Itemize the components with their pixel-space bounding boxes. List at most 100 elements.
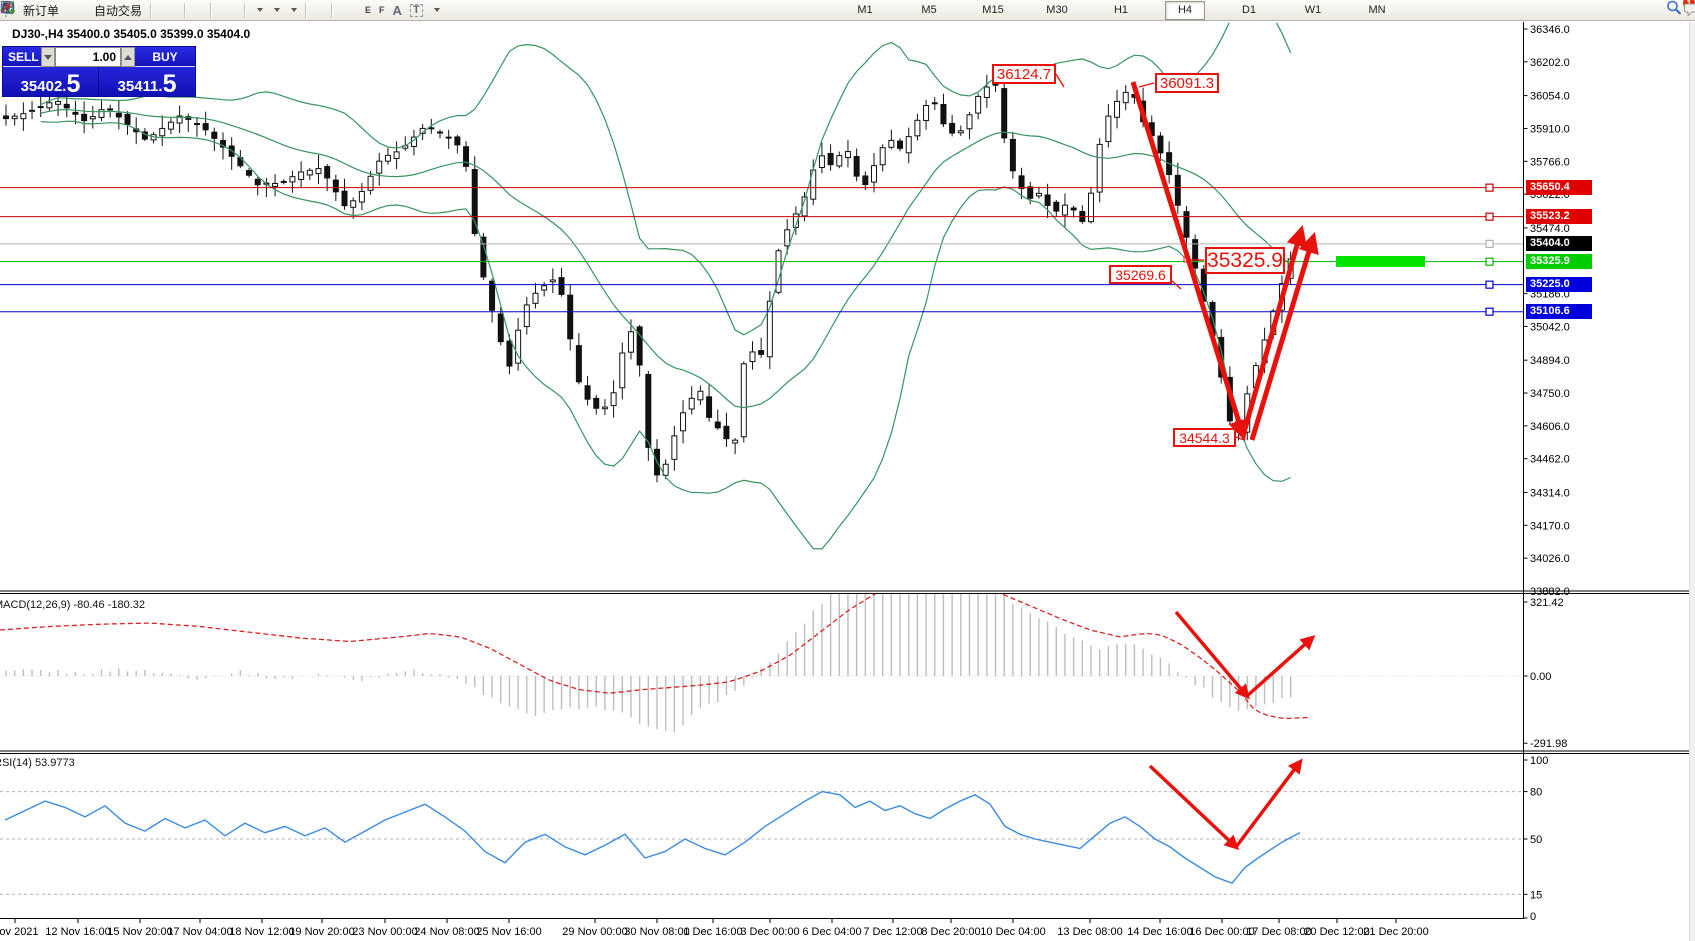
indicators-button[interactable] xyxy=(0,1,300,20)
svg-text:21 Dec 20:00: 21 Dec 20:00 xyxy=(1363,926,1428,938)
svg-text:34894.0: 34894.0 xyxy=(1530,355,1570,367)
zoom-in-button[interactable] xyxy=(1,1,197,20)
buy-button[interactable]: BUY xyxy=(135,47,195,67)
toolbar-separator xyxy=(184,2,187,18)
svg-text:17 Nov 04:00: 17 Nov 04:00 xyxy=(167,926,232,938)
price-tag-35325.9: 35325.9 xyxy=(1526,254,1592,270)
timeframe-m15[interactable]: M15 xyxy=(982,4,1004,16)
chart-shift-button[interactable] xyxy=(0,1,239,20)
price-tag-35225.0: 35225.0 xyxy=(1526,277,1592,293)
svg-text:100: 100 xyxy=(1530,755,1548,767)
signal-button[interactable] xyxy=(1,1,86,20)
volume-increase-button[interactable] xyxy=(121,47,135,67)
search-icon xyxy=(1667,0,1682,15)
tile-windows-button[interactable] xyxy=(0,1,223,20)
fibonacci-glyph: F xyxy=(379,4,385,15)
annotation-drawings[interactable] xyxy=(1055,73,1425,851)
volume-decrease-button[interactable] xyxy=(41,47,55,67)
price-annotation-36091.3[interactable]: 36091.3 xyxy=(1155,73,1219,93)
svg-text:0.00: 0.00 xyxy=(1530,671,1551,683)
shapes-arrow-icon xyxy=(1,3,11,13)
dropdown-caret-icon xyxy=(257,8,264,12)
timeframe-mn[interactable]: MN xyxy=(1368,4,1386,16)
hline-tool-button[interactable] xyxy=(0,1,352,20)
toolbar-right: 1 xyxy=(1666,0,1695,21)
chat-bubble-icon xyxy=(1684,3,1695,17)
zoom-out-button[interactable] xyxy=(1,1,205,20)
volume-input[interactable] xyxy=(55,47,121,67)
bar-chart-button[interactable] xyxy=(1,1,163,20)
horizontal-level-lines[interactable] xyxy=(0,183,1523,316)
period-clock-button[interactable] xyxy=(1,1,283,20)
macd-label: MACD(12,26,9) -80.46 -180.32 xyxy=(0,599,146,611)
auto-scroll-button[interactable] xyxy=(0,1,231,20)
svg-text:29 Nov 00:00: 29 Nov 00:00 xyxy=(562,926,627,938)
svg-text:36346.0: 36346.0 xyxy=(1530,24,1570,36)
one-click-trading-panel: SELL BUY 35402.5 35411.5 xyxy=(2,46,196,97)
line-chart-button[interactable] xyxy=(0,1,179,20)
timeframe-d1[interactable]: D1 xyxy=(1241,4,1257,16)
equidistant-channel-icon xyxy=(0,1,14,14)
svg-text:36202.0: 36202.0 xyxy=(1530,57,1570,69)
svg-text:15 Nov 20:00: 15 Nov 20:00 xyxy=(107,926,172,938)
svg-text:30 Nov 08:00: 30 Nov 08:00 xyxy=(624,926,689,938)
price-annotation-34544.3[interactable]: 34544.3 xyxy=(1173,428,1236,447)
terminal-button[interactable] xyxy=(1,1,78,20)
channel-glyph: E xyxy=(365,4,372,15)
svg-text:14 Dec 16:00: 14 Dec 16:00 xyxy=(1127,926,1192,938)
svg-text:35474.0: 35474.0 xyxy=(1530,223,1570,235)
new-order-button[interactable]: 新订单 xyxy=(0,0,62,20)
sell-button[interactable]: SELL xyxy=(3,47,41,67)
text-tool-glyph: A xyxy=(392,2,402,18)
highlight-band xyxy=(1336,256,1425,267)
symbol-info: DJ30-,H4 35400.0 35405.0 35399.0 35404.0 xyxy=(12,27,251,41)
timeframe-w1[interactable]: W1 xyxy=(1304,4,1322,16)
svg-text:Nov 2021: Nov 2021 xyxy=(0,926,39,938)
cursor-tool-button[interactable] xyxy=(3,0,318,20)
svg-text:34750.0: 34750.0 xyxy=(1530,388,1570,400)
notifications-button[interactable]: 1 xyxy=(1683,0,1695,20)
vline-tool-button[interactable] xyxy=(5,1,344,20)
new-chart-button[interactable] xyxy=(0,1,266,20)
toolbar-separator xyxy=(331,2,334,18)
right-edge-strip xyxy=(1689,22,1695,941)
trend-arrow xyxy=(1174,610,1250,700)
label-tool-button[interactable]: T xyxy=(407,1,426,20)
trend-arrow xyxy=(1148,764,1240,851)
sell-price[interactable]: 35402. 5 xyxy=(3,67,99,96)
autotrading-button[interactable]: 自动交易 xyxy=(1,1,145,20)
channel-tool-button[interactable]: E xyxy=(0,1,374,20)
svg-text:19 Nov 20:00: 19 Nov 20:00 xyxy=(289,926,354,938)
shapes-tool-button[interactable] xyxy=(1,1,443,20)
market-watch-button[interactable] xyxy=(1,1,70,20)
svg-text:24 Nov 08:00: 24 Nov 08:00 xyxy=(414,926,479,938)
timeframe-m1[interactable]: M1 xyxy=(857,4,873,16)
price-annotation-35325.9[interactable]: 35325.9 xyxy=(1205,247,1285,274)
timeframe-h1[interactable]: H1 xyxy=(1113,4,1129,16)
trend-arrow xyxy=(1245,635,1316,698)
search-button[interactable] xyxy=(1667,0,1682,20)
fibonacci-tool-button[interactable]: F xyxy=(0,1,388,20)
trendline-tool-button[interactable] xyxy=(1,1,360,20)
crosshair-tool-button[interactable] xyxy=(0,0,326,20)
svg-text:321.42: 321.42 xyxy=(1530,597,1564,609)
price-annotation-36124.7[interactable]: 36124.7 xyxy=(992,64,1056,84)
buy-price[interactable]: 35411. 5 xyxy=(99,67,195,96)
text-tool-button[interactable]: A xyxy=(390,1,405,20)
timeframe-m5[interactable]: M5 xyxy=(921,4,937,16)
svg-text:-291.98: -291.98 xyxy=(1530,738,1567,750)
rsi-indicator xyxy=(0,790,1523,895)
timeframe-h4[interactable]: H4 xyxy=(1165,1,1205,20)
autotrading-label: 自动交易 xyxy=(94,3,143,18)
candlestick-chart-button[interactable] xyxy=(1,0,171,20)
svg-text:35910.0: 35910.0 xyxy=(1530,123,1570,135)
dropdown-caret-icon xyxy=(291,8,298,12)
svg-text:10 Dec 04:00: 10 Dec 04:00 xyxy=(980,926,1045,938)
timeframe-m30[interactable]: M30 xyxy=(1046,4,1068,16)
up-arrow-icon xyxy=(124,54,132,60)
svg-text:12 Nov 16:00: 12 Nov 16:00 xyxy=(45,926,110,938)
price-tag-35523.2: 35523.2 xyxy=(1526,209,1592,225)
price-annotation-35269.6[interactable]: 35269.6 xyxy=(1109,265,1172,284)
